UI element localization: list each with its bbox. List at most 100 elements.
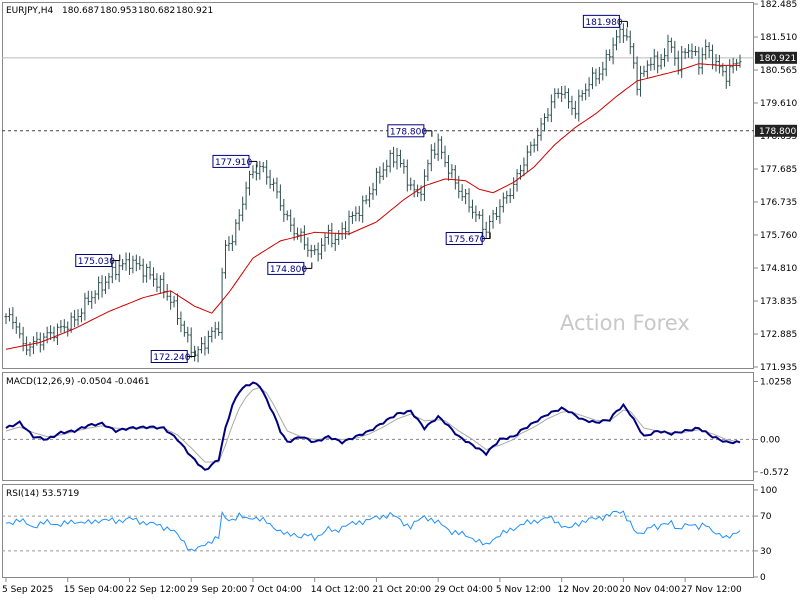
price-bar — [615, 29, 619, 51]
price-bar — [395, 148, 399, 170]
price-bar — [344, 221, 348, 239]
price-bar — [59, 320, 63, 333]
price-bar — [491, 209, 495, 229]
price-bar — [323, 232, 327, 252]
price-bar — [55, 323, 59, 346]
price-bar — [707, 42, 711, 58]
price-bar — [244, 181, 248, 210]
x-tick-label: 27 Nov 12:00 — [681, 585, 742, 595]
price-bar — [728, 59, 732, 87]
price-bar — [134, 254, 138, 272]
price-bar — [302, 225, 306, 250]
price-bar — [470, 199, 474, 219]
price-bar — [196, 346, 200, 363]
price-bar — [93, 290, 97, 304]
annotation-label: 181.980 — [585, 18, 622, 28]
price-bar — [536, 127, 540, 152]
current-price-box — [755, 51, 797, 64]
price-bar — [162, 272, 166, 299]
price-bar — [693, 46, 697, 56]
price-bar — [309, 244, 313, 258]
price-bar — [604, 49, 608, 77]
price-bar — [11, 307, 15, 330]
annotation-label: 175.030 — [78, 257, 115, 267]
price-bar — [282, 199, 286, 222]
rsi-tick-label: 0 — [760, 573, 766, 583]
price-bar — [124, 252, 128, 271]
price-bar — [522, 157, 526, 177]
price-bar — [563, 85, 567, 99]
price-bar — [567, 88, 571, 109]
price-bar — [357, 205, 361, 222]
price-tick-label: 172.885 — [760, 330, 797, 340]
price-bar — [477, 211, 481, 220]
price-bar — [388, 149, 392, 173]
macd-tick-label: 1.0258 — [760, 377, 792, 387]
price-tick-label: 181.510 — [760, 33, 797, 43]
price-bar — [172, 295, 176, 308]
price-bar — [584, 83, 588, 101]
price-tick-label: 175.760 — [760, 231, 797, 241]
price-bar — [186, 326, 190, 343]
price-bar — [591, 67, 595, 90]
price-bar — [635, 56, 639, 96]
price-bar — [494, 206, 498, 221]
price-bar — [587, 77, 591, 97]
price-bar — [258, 160, 262, 180]
price-bar — [21, 326, 25, 352]
price-bar — [498, 199, 502, 224]
rsi-tick-label: 70 — [760, 512, 772, 522]
x-axis: 5 Sep 2025 15 Sep 04:00 22 Sep 12:00 29 Sep… — [2, 578, 742, 595]
macd-tick-label: -0.572 — [760, 468, 789, 478]
price-bar — [292, 217, 296, 241]
price-annotation: 181.980 — [582, 14, 628, 28]
x-tick-label: 12 Nov 20:00 — [558, 585, 619, 595]
price-bar — [368, 186, 372, 208]
price-bar — [594, 68, 598, 87]
price-bar — [597, 66, 601, 84]
price-bar — [577, 89, 581, 122]
price-bar — [138, 256, 142, 270]
price-bar — [669, 37, 673, 53]
price-annotation: 172.240 — [150, 350, 196, 364]
x-tick-label: 14 Oct 12:00 — [311, 585, 370, 595]
price-bar — [649, 57, 653, 71]
price-bar — [666, 34, 670, 62]
price-bar — [628, 30, 632, 55]
price-tick-label: 180.565 — [760, 66, 797, 76]
price-tick-label: 182.485 — [760, 0, 797, 10]
price-bar — [66, 321, 70, 337]
x-tick-label: 21 Oct 20:00 — [372, 585, 431, 595]
price-bar — [656, 51, 660, 74]
price-bar — [652, 48, 656, 71]
price-bar — [621, 23, 625, 43]
price-bar — [724, 65, 728, 89]
price-bar — [402, 159, 406, 174]
price-bar — [625, 28, 629, 41]
price-bar — [316, 242, 320, 262]
macd-line — [5, 381, 741, 471]
price-bar — [179, 311, 183, 333]
price-annotation: 178.800 — [387, 124, 433, 138]
price-bar — [570, 95, 574, 116]
price-bar — [45, 326, 49, 344]
price-bar — [529, 141, 533, 156]
price-tick-label: 177.685 — [760, 165, 797, 175]
price-bar — [131, 255, 135, 274]
x-tick-label: 5 Nov 12:00 — [496, 585, 551, 595]
price-bar — [224, 240, 228, 279]
price-bar — [405, 159, 409, 192]
annotation-label: 178.800 — [390, 127, 427, 137]
price-tick-label: 178.635 — [760, 132, 797, 142]
price-bar — [450, 164, 454, 179]
price-bar — [333, 232, 337, 251]
level-price-box — [755, 124, 797, 137]
price-bar — [107, 272, 111, 290]
price-bar — [268, 169, 272, 189]
price-bar — [83, 292, 87, 321]
price-bar — [145, 263, 149, 283]
price-bar — [611, 37, 615, 65]
price-bar — [481, 209, 485, 237]
